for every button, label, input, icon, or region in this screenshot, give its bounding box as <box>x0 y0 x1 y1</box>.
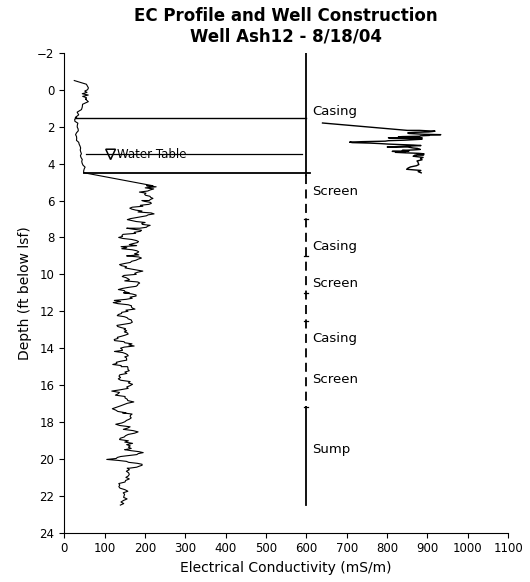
Text: Screen: Screen <box>312 277 358 290</box>
Text: Screen: Screen <box>312 185 358 198</box>
Text: Casing: Casing <box>312 332 357 346</box>
Text: Screen: Screen <box>312 373 358 386</box>
Title: EC Profile and Well Construction
Well Ash12 - 8/18/04: EC Profile and Well Construction Well As… <box>135 7 438 46</box>
Text: Casing: Casing <box>312 105 357 118</box>
Text: Water Table: Water Table <box>118 148 187 161</box>
X-axis label: Electrical Conductivity (mS/m): Electrical Conductivity (mS/m) <box>180 561 392 575</box>
Text: Sump: Sump <box>312 443 351 456</box>
Text: Casing: Casing <box>312 240 357 253</box>
Y-axis label: Depth (ft below lsf): Depth (ft below lsf) <box>17 226 32 360</box>
